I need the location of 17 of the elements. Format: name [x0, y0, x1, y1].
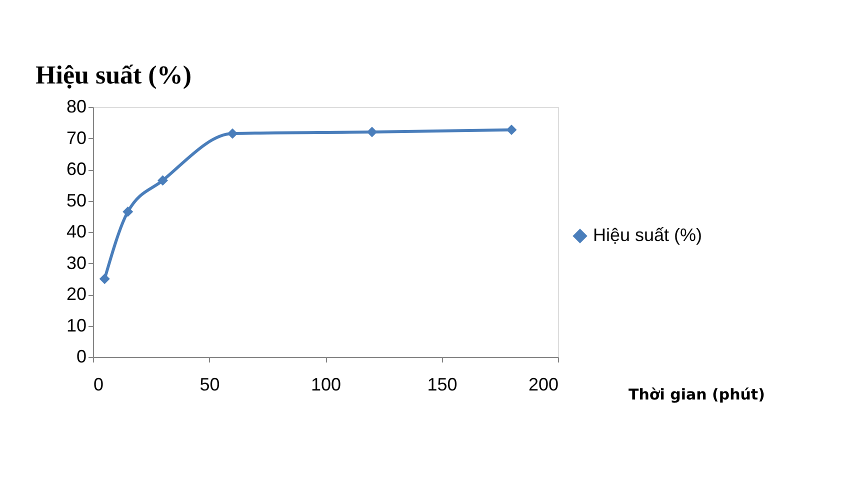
x-axis-title: Thời gian (phút)	[628, 386, 765, 404]
y-tick-label: 30	[66, 252, 86, 273]
y-axis-title: Hiệu suất (%)	[36, 60, 192, 90]
y-tick-label: 40	[66, 222, 86, 242]
y-tick-label: 50	[66, 190, 86, 210]
y-tick-label: 10	[66, 315, 86, 336]
x-tick-label: 0	[94, 374, 104, 394]
y-tick-label: 70	[66, 128, 86, 148]
y-tick-label: 80	[66, 96, 86, 116]
x-tick-label: 150	[427, 374, 458, 394]
x-tick-label: 50	[200, 374, 220, 394]
y-tick-label: 0	[76, 346, 86, 366]
y-tick-label: 60	[66, 159, 86, 179]
x-tick-label: 100	[310, 374, 342, 394]
x-tick-label: 200	[528, 374, 558, 394]
legend-label: Hiệu suất (%)	[593, 225, 702, 245]
y-tick-label: 20	[66, 284, 86, 304]
